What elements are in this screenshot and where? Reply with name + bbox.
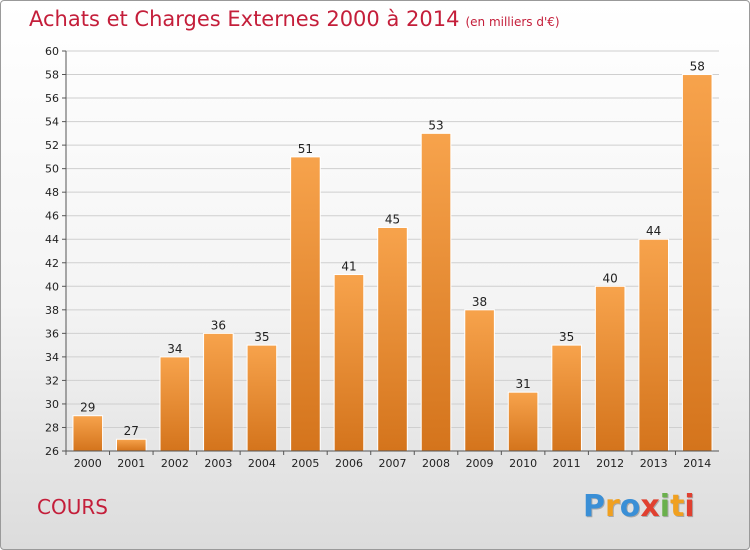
- value-label-2001: 27: [124, 424, 139, 438]
- bar-2008: [420, 132, 452, 452]
- chart-title: Achats et Charges Externes 2000 à 2014 (e…: [29, 7, 560, 31]
- bar-2013: [638, 238, 670, 452]
- value-label-2004: 35: [254, 330, 269, 344]
- x-tick-label-2012: 2012: [596, 457, 624, 470]
- y-tick-label: 42: [45, 257, 59, 270]
- bar-2011: [551, 344, 582, 452]
- y-tick-label: 32: [45, 374, 59, 387]
- bar-2005: [290, 156, 321, 452]
- x-tick-label-2000: 2000: [74, 457, 102, 470]
- bar-2010: [507, 391, 539, 452]
- value-label-2009: 38: [472, 295, 487, 309]
- value-label-2013: 44: [646, 224, 661, 238]
- y-tick-label: 26: [45, 445, 59, 458]
- y-tick-label: 48: [45, 186, 59, 199]
- value-label-2014: 58: [690, 60, 705, 74]
- x-tick-label-2005: 2005: [291, 457, 319, 470]
- x-tick-label-2009: 2009: [466, 457, 494, 470]
- value-label-2008: 53: [428, 118, 443, 132]
- proxiti-logo: Proxiti: [583, 489, 695, 524]
- bars: 29 27 34 36 35 51 41 45 53 38 31 35 40 44 58: [72, 60, 713, 452]
- value-label-2007: 45: [385, 212, 400, 226]
- y-tick-label: 28: [45, 421, 59, 434]
- bar-2002: [159, 356, 191, 452]
- x-tick-label-2013: 2013: [640, 457, 668, 470]
- y-tick-label: 34: [45, 351, 59, 364]
- x-tick-label-2001: 2001: [117, 457, 145, 470]
- y-tick-label: 56: [45, 92, 59, 105]
- value-label-2010: 31: [515, 377, 530, 391]
- bar-2003: [203, 332, 234, 452]
- logo-letter: r: [605, 489, 620, 524]
- x-tick-label-2004: 2004: [248, 457, 276, 470]
- bar-2014: [681, 74, 713, 452]
- chart-title-text: Achats et Charges Externes 2000 à 2014: [29, 7, 460, 31]
- bar-2012: [594, 285, 626, 452]
- value-label-2003: 36: [211, 318, 226, 332]
- y-tick-label: 50: [45, 163, 59, 176]
- bar-2006: [333, 274, 365, 452]
- y-tick-label: 40: [45, 280, 59, 293]
- value-label-2002: 34: [167, 342, 182, 356]
- x-tick-label-2010: 2010: [509, 457, 537, 470]
- value-label-2000: 29: [80, 401, 95, 415]
- axes: 26 28 30 32 34 36 38 40 42 44 46 48 50 52 54 56 58 60 2000…: [45, 45, 719, 470]
- x-tick-label-2008: 2008: [422, 457, 450, 470]
- y-tick-label: 60: [45, 45, 59, 58]
- bar-2009: [464, 309, 495, 452]
- bar-2000: [72, 415, 104, 452]
- value-label-2006: 41: [341, 260, 356, 274]
- y-tick-label: 38: [45, 304, 59, 317]
- bar-2001: [115, 438, 147, 452]
- y-tick-label: 52: [45, 139, 59, 152]
- commune-name: COURS: [37, 495, 108, 519]
- y-tick-label: 44: [45, 233, 59, 246]
- x-tick-label-2007: 2007: [379, 457, 407, 470]
- value-label-2005: 51: [298, 142, 313, 156]
- y-tick-label: 46: [45, 210, 59, 223]
- y-tick-label: 30: [45, 398, 59, 411]
- y-tick-label: 58: [45, 69, 59, 82]
- logo-letter: x: [640, 489, 660, 524]
- x-tick-label-2002: 2002: [161, 457, 189, 470]
- y-tick-label: 36: [45, 327, 59, 340]
- x-tick-label-2003: 2003: [204, 457, 232, 470]
- logo-letter: i: [659, 489, 671, 524]
- logo-letter: o: [619, 489, 641, 524]
- value-label-2012: 40: [603, 271, 618, 285]
- value-label-2011: 35: [559, 330, 574, 344]
- bar-2004: [246, 344, 278, 452]
- logo-letter: i: [684, 489, 695, 524]
- bar-2007: [377, 226, 408, 452]
- logo-letter: P: [583, 489, 605, 524]
- x-tick-label-2014: 2014: [683, 457, 711, 470]
- chart-subtitle: (en milliers d'€): [465, 15, 560, 29]
- x-tick-label-2011: 2011: [553, 457, 581, 470]
- logo-letter: t: [670, 489, 685, 524]
- x-tick-label-2006: 2006: [335, 457, 363, 470]
- y-tick-label: 54: [45, 116, 59, 129]
